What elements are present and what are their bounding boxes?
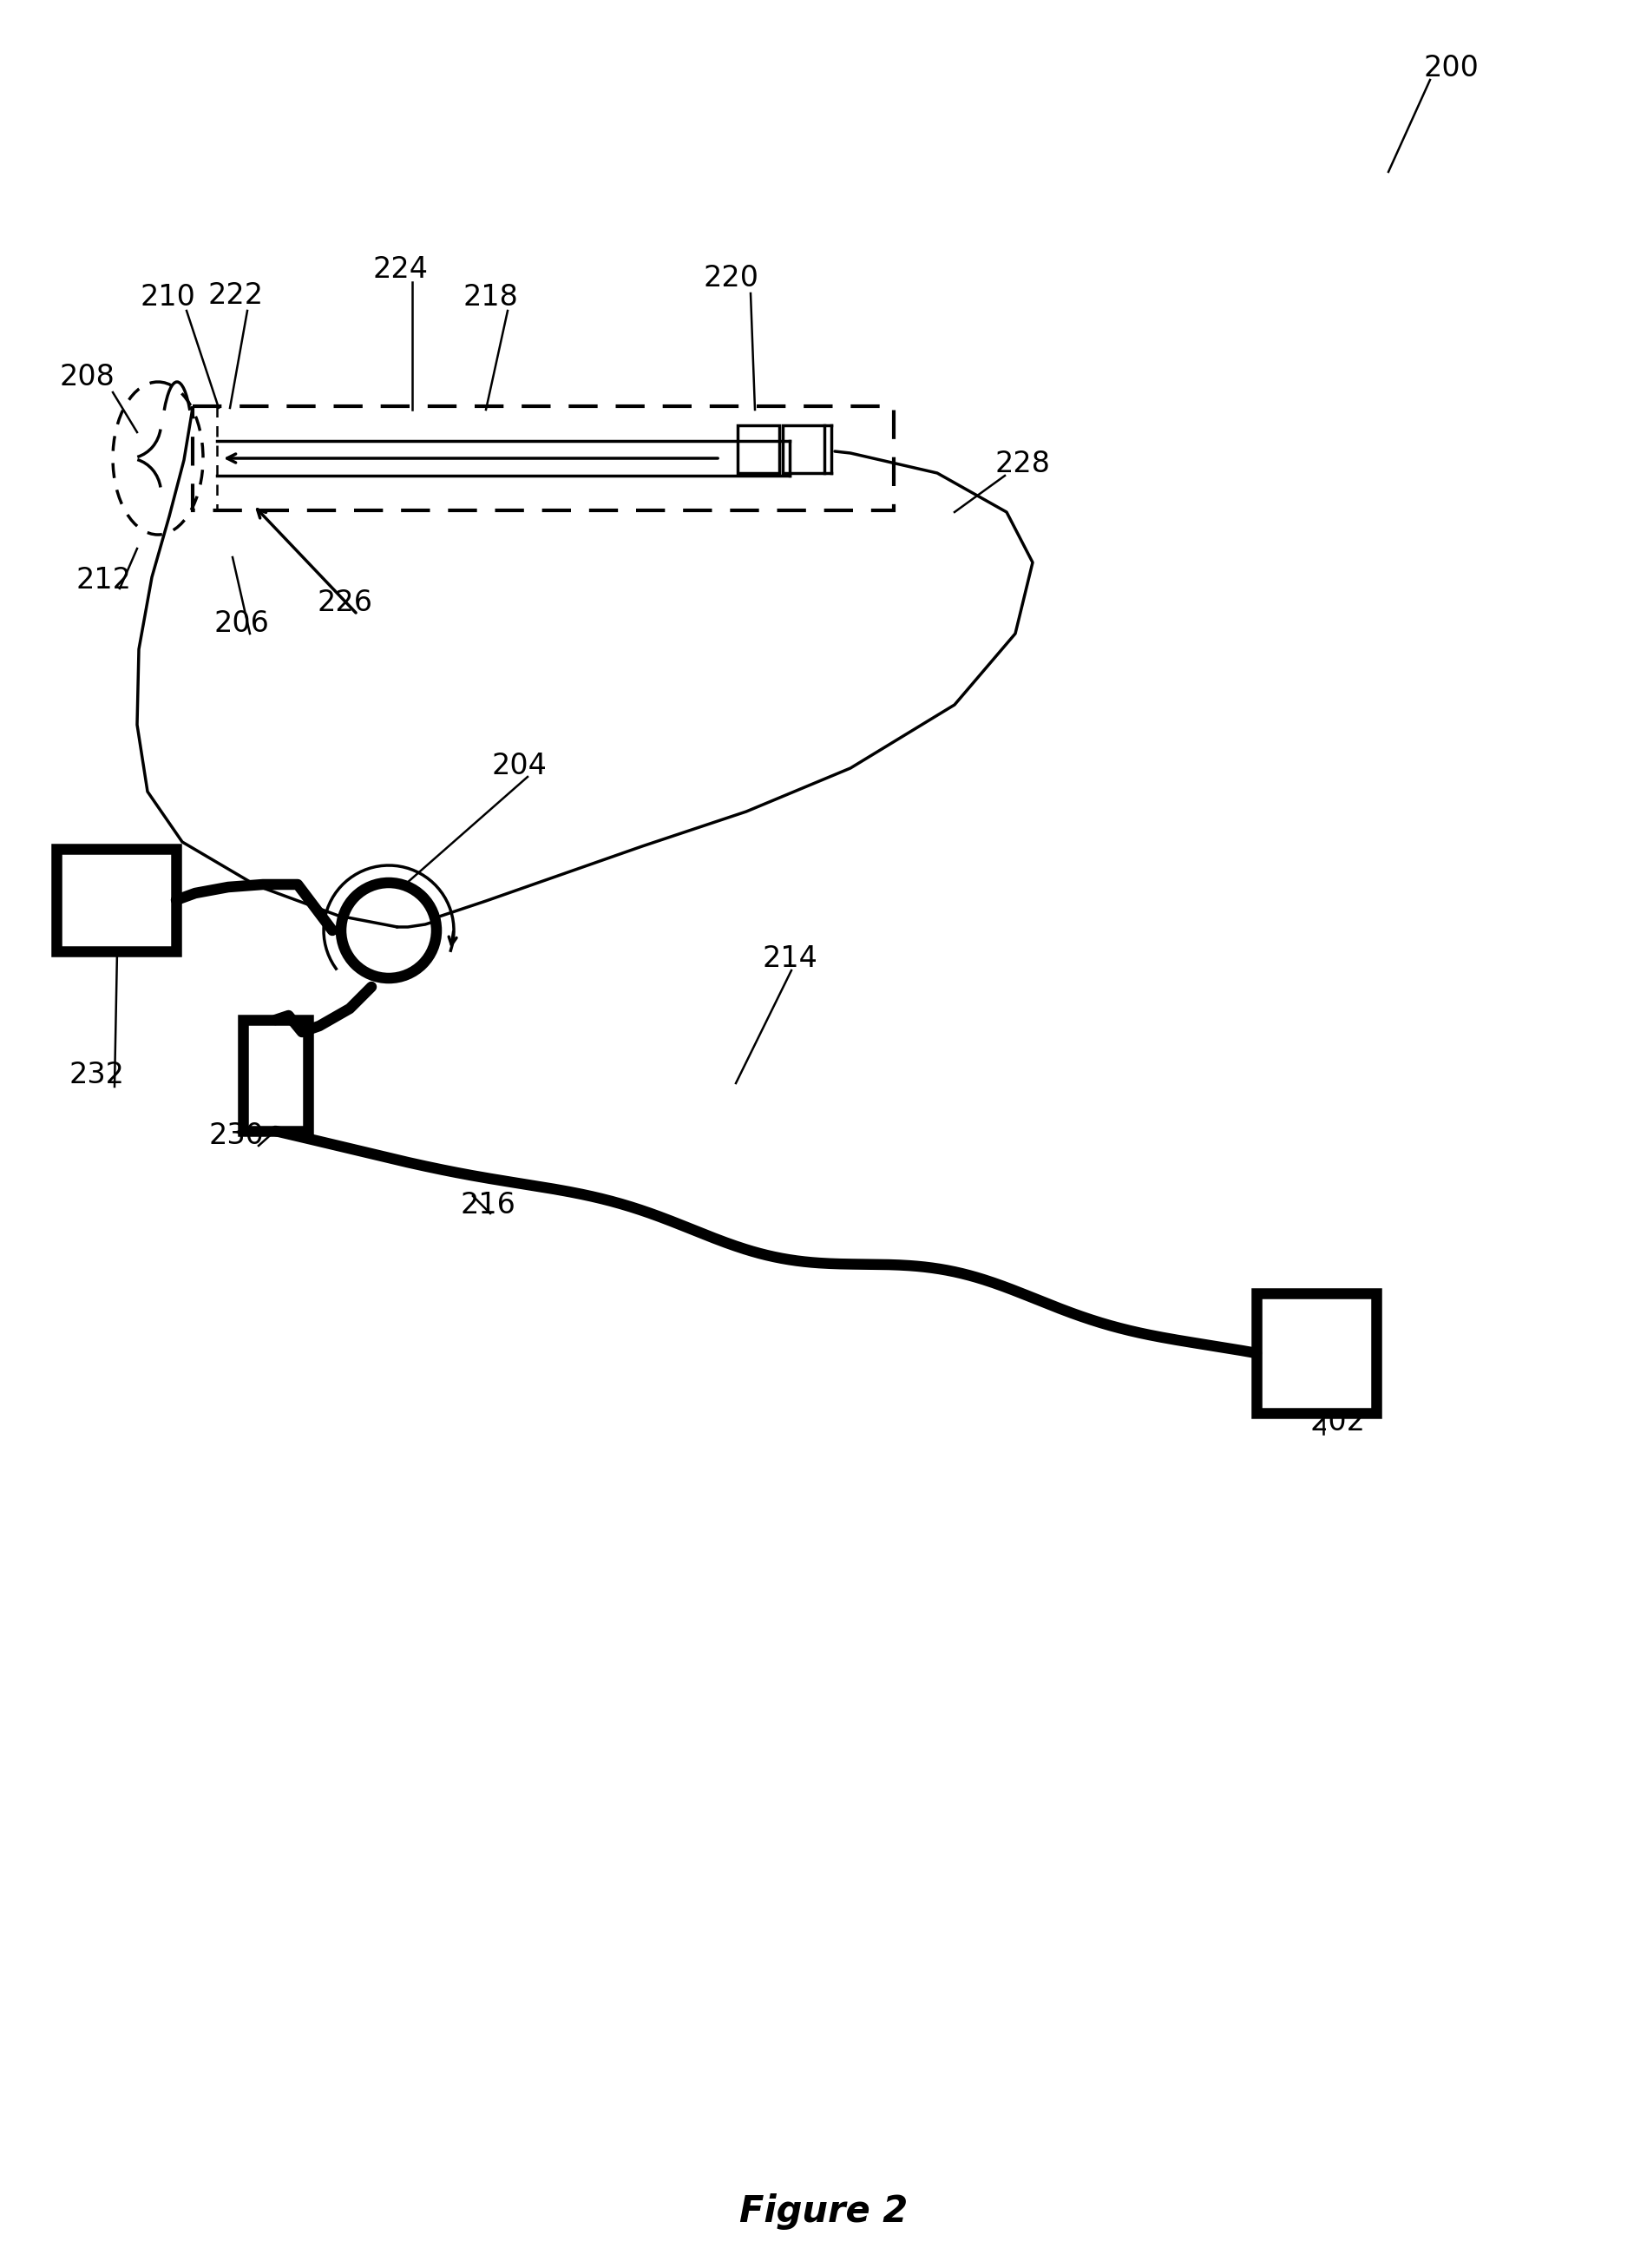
Bar — [193, 406, 894, 510]
Text: 216: 216 — [460, 1191, 516, 1220]
Text: 222: 222 — [208, 281, 264, 308]
Circle shape — [341, 882, 436, 978]
Text: 210: 210 — [140, 284, 196, 311]
Text: 204: 204 — [491, 751, 547, 780]
Text: 232: 232 — [69, 1059, 125, 1089]
Bar — [244, 1021, 308, 1132]
Text: 214: 214 — [763, 946, 817, 973]
Bar — [56, 848, 176, 950]
Text: 220: 220 — [703, 263, 759, 293]
Text: 200: 200 — [1423, 54, 1479, 82]
Text: 226: 226 — [318, 590, 374, 617]
Text: 202: 202 — [1311, 1408, 1365, 1436]
Text: 218: 218 — [463, 284, 517, 311]
Bar — [738, 426, 779, 474]
Bar — [1257, 1293, 1377, 1413]
Text: 230: 230 — [208, 1120, 264, 1150]
Text: 212: 212 — [76, 565, 132, 594]
Text: 206: 206 — [214, 608, 268, 637]
Text: 228: 228 — [995, 449, 1049, 479]
Text: Figure 2: Figure 2 — [740, 2193, 907, 2229]
Bar — [782, 426, 825, 474]
Text: 224: 224 — [374, 254, 428, 284]
Text: 208: 208 — [59, 363, 114, 392]
